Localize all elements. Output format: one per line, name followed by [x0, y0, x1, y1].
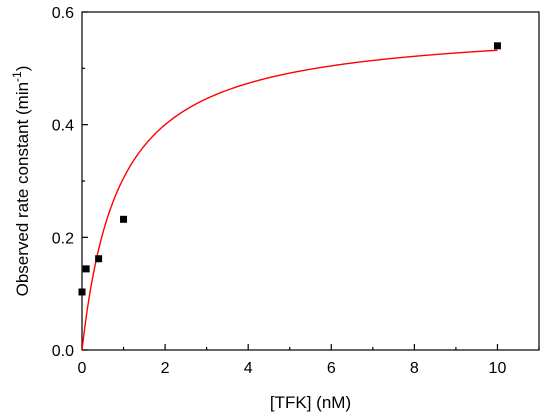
x-tick-label: 0: [78, 360, 87, 377]
y-tick-label: 0.4: [52, 118, 74, 135]
fit-curve: [81, 49, 498, 351]
data-point: [78, 288, 86, 296]
plot-frame: [81, 11, 540, 351]
x-ticks: 0 2 4 6 8 10: [78, 344, 540, 377]
data-points: [78, 42, 501, 296]
x-axis-title: [TFK] (nM): [270, 393, 351, 412]
data-point: [95, 255, 103, 263]
data-point: [120, 215, 128, 223]
x-tick-label: 8: [410, 360, 419, 377]
y-tick-label: 0.6: [52, 5, 74, 22]
x-tick-label: 6: [327, 360, 336, 377]
x-tick-label: 10: [489, 360, 507, 377]
data-point: [493, 42, 501, 50]
y-axis-title-superscript: -1: [10, 71, 24, 82]
y-axis-title-suffix: ): [13, 66, 32, 72]
y-tick-label: 0.2: [52, 230, 74, 247]
y-tick-label: 0.0: [52, 343, 74, 360]
y-axis-title: Observed rate constant (min-1): [10, 66, 32, 297]
x-tick-label: 2: [161, 360, 170, 377]
data-point: [82, 265, 90, 273]
y-ticks: 0.0 0.2 0.4 0.6: [52, 5, 88, 360]
y-axis-title-text: Observed rate constant (min: [13, 82, 32, 296]
x-tick-label: 4: [244, 360, 253, 377]
